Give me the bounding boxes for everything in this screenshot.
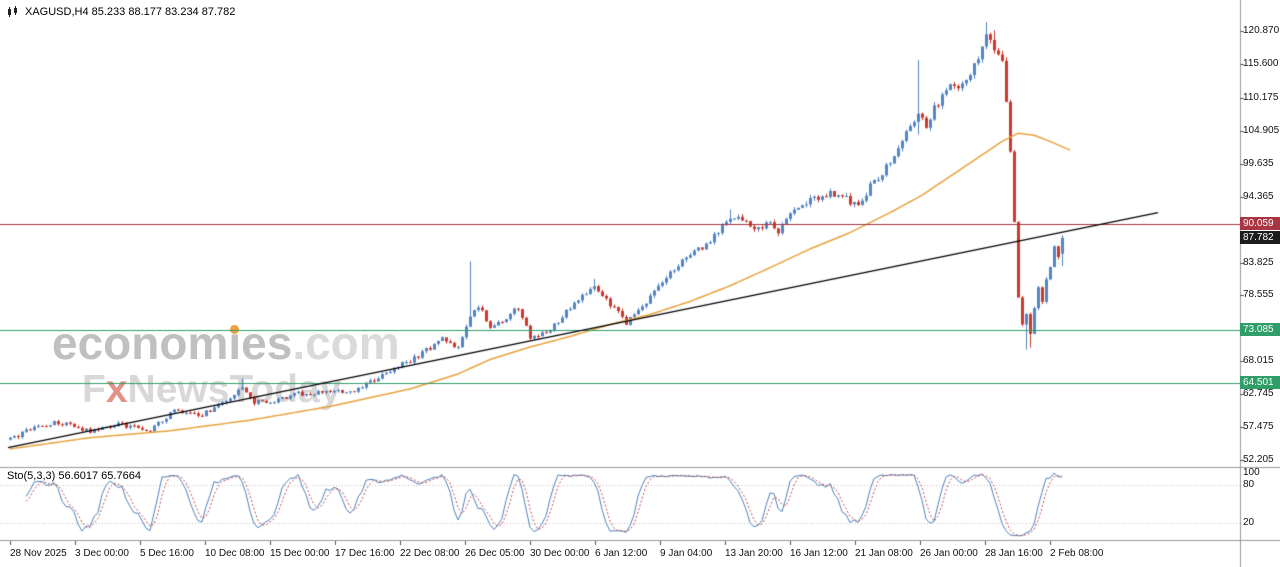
time-axis-label: 30 Dec 00:00 [530,548,590,559]
time-axis-label: 3 Dec 00:00 [75,548,129,559]
indicator-level-label: 20 [1243,517,1255,529]
indicator-level-label: 100 [1243,467,1260,478]
indicator-level-label: 80 [1243,478,1255,490]
price-axis-label: 52.205 [1243,454,1274,466]
time-axis-label: 22 Dec 08:00 [400,548,460,559]
time-axis-label: 5 Dec 16:00 [140,548,194,559]
symbol-ohlc-text: XAGUSD,H4 85.233 88.177 83.234 87.782 [25,6,236,18]
price-axis-label: 99.635 [1243,157,1274,169]
price-axis-label: 78.555 [1243,289,1274,301]
time-axis-label: 26 Dec 05:00 [465,548,525,559]
price-axis[interactable]: 120.870 115.600 110.175 104.905 99.635 94.365… [1240,0,1280,467]
time-axis-label: 2 Feb 08:00 [1050,548,1104,559]
price-axis-label: 62.745 [1243,388,1274,400]
price-axis-label: 68.015 [1243,355,1274,367]
time-axis-label: 9 Jan 04:00 [660,548,713,559]
price-axis-label: 83.825 [1243,256,1274,268]
time-axis-label: 6 Jan 12:00 [595,548,648,559]
price-axis-label: 57.475 [1243,421,1274,433]
price-axis-label: 94.365 [1243,190,1274,202]
time-axis-label: 16 Jan 12:00 [790,548,848,559]
current-price-badge: 87.782 [1240,230,1280,244]
resistance-price-badge[interactable]: 90.059 [1240,216,1280,230]
time-axis-label: 26 Jan 00:00 [920,548,978,559]
price-axis-label: 120.870 [1243,25,1280,36]
support-price-badge[interactable]: 64.501 [1240,376,1280,390]
symbol-info: XAGUSD,H4 85.233 88.177 83.234 87.782 [7,6,235,18]
time-axis-label: 28 Nov 2025 [10,548,67,559]
stochastic-indicator-label: Sto(5,3,3) 56.6017 65.7664 [7,470,141,482]
time-axis-label: 10 Dec 08:00 [205,548,265,559]
time-axis-label: 21 Jan 08:00 [855,548,913,559]
time-axis-label: 17 Dec 16:00 [335,548,395,559]
time-axis[interactable]: 28 Nov 2025 3 Dec 00:00 5 Dec 16:00 10 Dec … [0,545,1280,567]
price-axis-label: 110.175 [1243,91,1279,103]
indicator-axis[interactable]: 100 80 20 [1240,467,1280,540]
time-axis-label: 13 Jan 20:00 [725,548,783,559]
time-axis-label: 15 Dec 00:00 [270,548,330,559]
support-price-badge[interactable]: 73.085 [1240,322,1280,336]
price-axis-label: 115.600 [1243,57,1279,69]
candlestick-chart-icon [8,6,17,17]
price-axis-label: 104.905 [1243,124,1280,136]
time-axis-label: 28 Jan 16:00 [985,548,1043,559]
